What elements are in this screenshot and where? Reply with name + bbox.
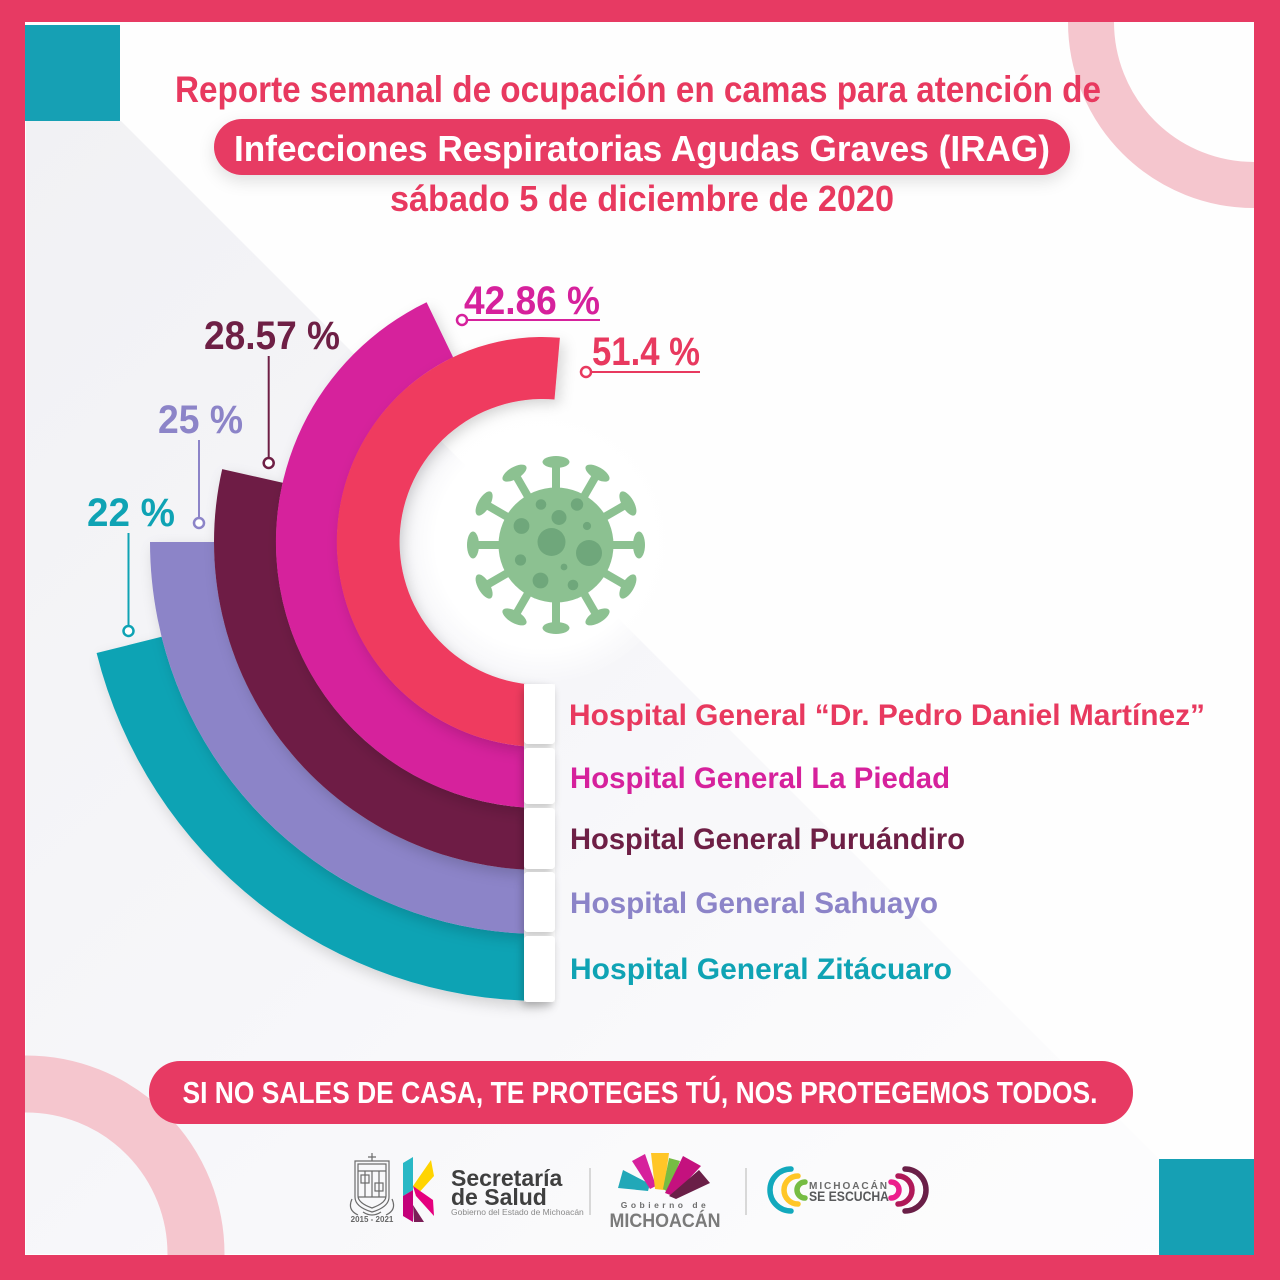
svg-text:25 %: 25 % — [158, 398, 243, 442]
svg-text:Hospital General Zitácuaro: Hospital General Zitácuaro — [570, 953, 952, 986]
svg-text:Gobierno del Estado de Michoac: Gobierno del Estado de Michoacán — [451, 1207, 584, 1217]
svg-text:Infecciones Respiratorias Agud: Infecciones Respiratorias Agudas Graves … — [234, 128, 1050, 169]
svg-text:Gobierno de: Gobierno de — [621, 1200, 710, 1210]
svg-text:Hospital General La Piedad: Hospital General La Piedad — [570, 762, 950, 795]
svg-text:Reporte semanal de ocupación e: Reporte semanal de ocupación en camas pa… — [175, 69, 1101, 110]
svg-text:28.57 %: 28.57 % — [204, 314, 340, 358]
svg-text:de Salud: de Salud — [451, 1184, 547, 1210]
svg-text:22 %: 22 % — [87, 491, 175, 535]
svg-text:Secretaría: Secretaría — [451, 1165, 562, 1191]
svg-text:MICHOACÁN: MICHOACÁN — [610, 1210, 721, 1232]
svg-text:MICHOACÁN: MICHOACÁN — [809, 1179, 889, 1192]
svg-text:Hospital General Puruándiro: Hospital General Puruándiro — [570, 823, 965, 856]
svg-text:42.86 %: 42.86 % — [464, 279, 600, 323]
svg-text:2015 - 2021: 2015 - 2021 — [351, 1215, 394, 1224]
svg-text:SI NO SALES DE CASA, TE PROTEG: SI NO SALES DE CASA, TE PROTEGES TÚ, NOS… — [183, 1074, 1098, 1110]
svg-text:Hospital General Sahuayo: Hospital General Sahuayo — [570, 887, 938, 920]
svg-text:51.4 %: 51.4 % — [592, 330, 700, 374]
svg-text:sábado 5 de diciembre de 2020: sábado 5 de diciembre de 2020 — [390, 178, 894, 219]
svg-text:Hospital General “Dr. Pedro Da: Hospital General “Dr. Pedro Daniel Martí… — [569, 699, 1205, 732]
svg-text:SE ESCUCHA: SE ESCUCHA — [809, 1188, 889, 1204]
